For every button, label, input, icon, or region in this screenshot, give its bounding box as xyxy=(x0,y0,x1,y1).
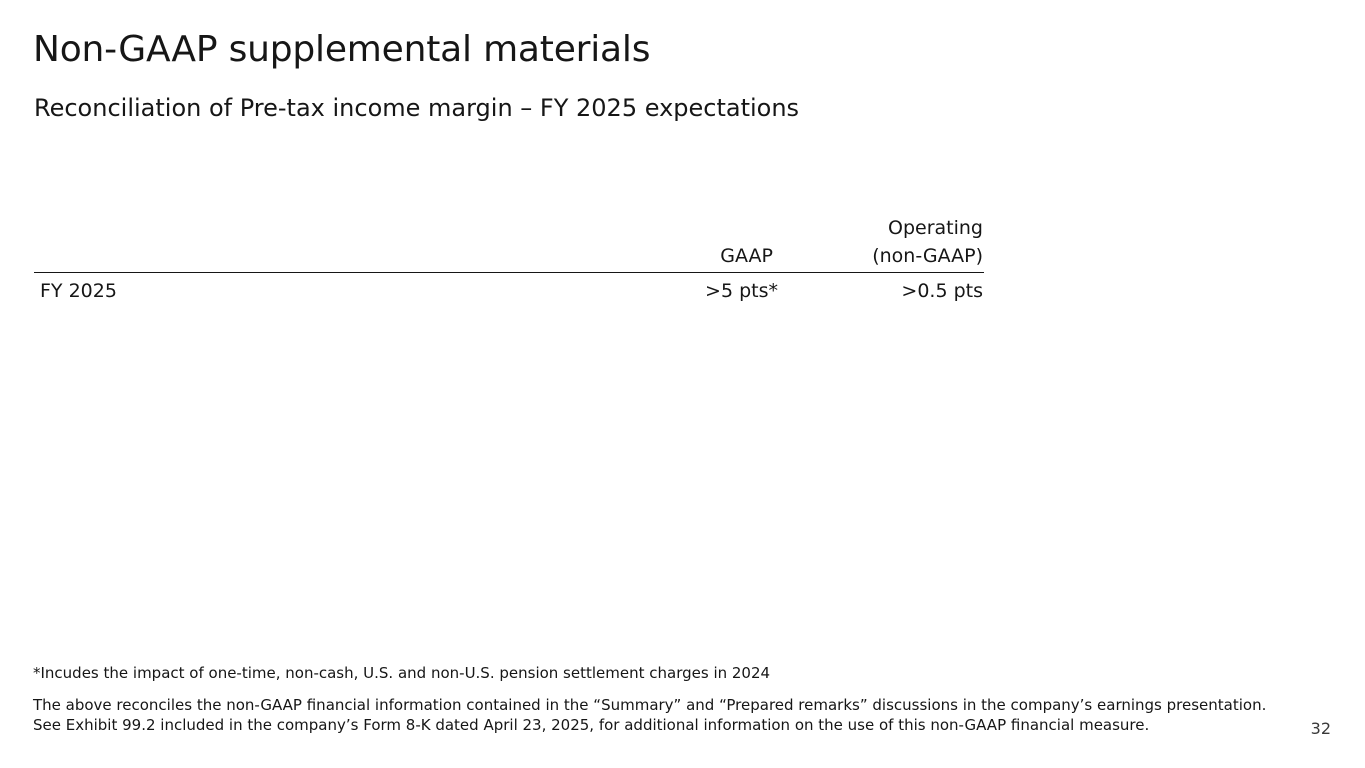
row-label: FY 2025 xyxy=(40,280,117,302)
disclaimer-line: The above reconciles the non-GAAP financ… xyxy=(33,696,1267,714)
disclaimer: The above reconciles the non-GAAP financ… xyxy=(33,695,1266,735)
asterisk-footnote: *Incudes the impact of one-time, non-cas… xyxy=(33,664,771,682)
table-header-row: GAAP Operating (non-GAAP) xyxy=(34,212,984,273)
page-number: 32 xyxy=(1310,719,1331,738)
row-gaap-value: >5 pts* xyxy=(705,280,778,302)
reconciliation-table: GAAP Operating (non-GAAP) FY 2025 >5 pts… xyxy=(34,212,984,307)
table-row: FY 2025 >5 pts* >0.5 pts xyxy=(34,273,984,307)
column-header-operating: Operating (non-GAAP) xyxy=(872,214,983,270)
row-operating-value: >0.5 pts xyxy=(901,280,983,302)
page-subtitle: Reconciliation of Pre-tax income margin … xyxy=(34,94,800,122)
disclaimer-line: See Exhibit 99.2 included in the company… xyxy=(33,716,1150,734)
column-header-operating-line2: (non-GAAP) xyxy=(872,245,983,267)
column-header-operating-line1: Operating xyxy=(888,217,983,239)
page-title: Non-GAAP supplemental materials xyxy=(33,29,651,70)
column-header-gaap: GAAP xyxy=(720,245,773,267)
